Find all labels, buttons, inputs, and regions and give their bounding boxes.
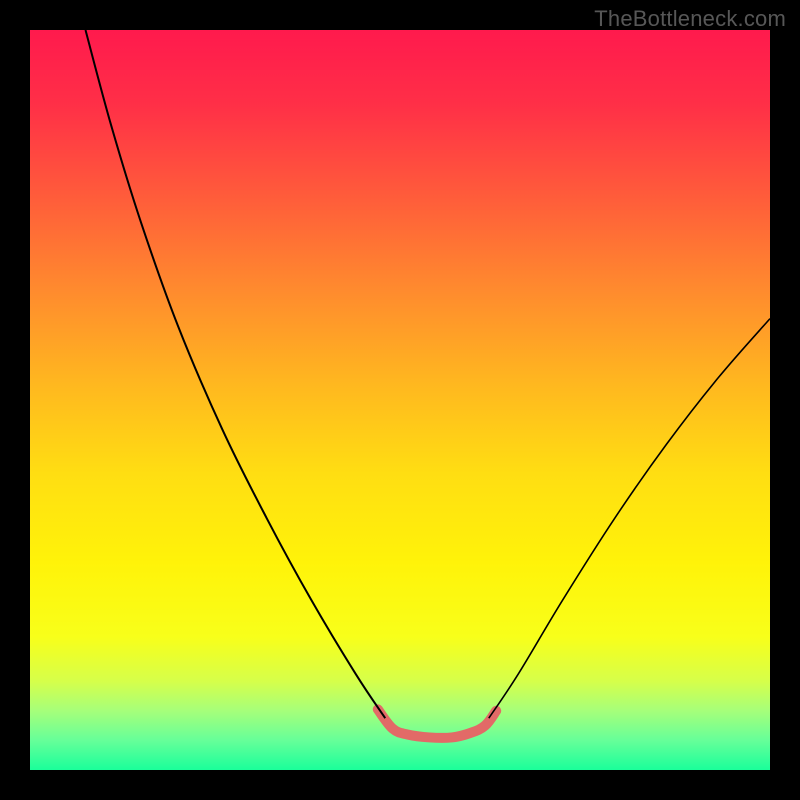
chart-curves — [30, 30, 770, 770]
curve-right — [489, 319, 770, 719]
highlight-segment — [378, 709, 496, 738]
watermark-text: TheBottleneck.com — [594, 6, 786, 32]
curve-left — [86, 30, 386, 718]
plot-area — [30, 30, 770, 770]
